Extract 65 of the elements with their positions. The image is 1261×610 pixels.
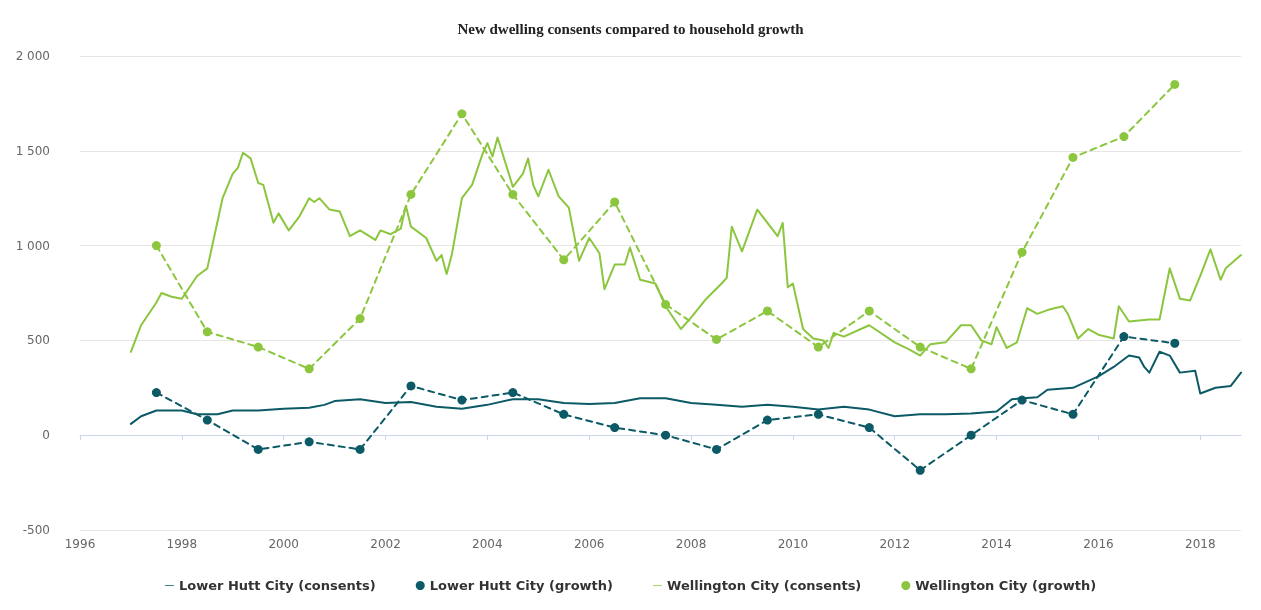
point (915, 465, 925, 475)
point (202, 327, 212, 337)
point (813, 342, 823, 352)
x-tick-label: 2010 (777, 537, 809, 551)
y-tick-label: 1 000 (15, 238, 50, 253)
point (1119, 332, 1129, 342)
point (864, 306, 874, 316)
x-tick-label: 2004 (472, 537, 503, 551)
point (253, 342, 263, 352)
point (151, 388, 161, 398)
point (202, 415, 212, 425)
point (762, 415, 772, 425)
point (457, 109, 467, 119)
x-tick-label: 2014 (981, 537, 1012, 551)
legend-label: Wellington City (growth) (915, 578, 1097, 593)
point (762, 306, 772, 316)
point (559, 255, 569, 265)
x-tick-label: 2008 (675, 537, 707, 551)
point (661, 299, 671, 309)
x-tick-label: 2006 (573, 537, 605, 551)
point (304, 437, 314, 447)
point (610, 197, 620, 207)
y-tick-label: 1 500 (15, 143, 50, 158)
x-tick-label: 2012 (879, 537, 911, 551)
point (966, 430, 976, 440)
y-tick-label: 500 (27, 333, 50, 348)
x-tick-label: 2000 (268, 537, 299, 551)
point (1068, 152, 1078, 162)
y-tick-label: -500 (22, 523, 50, 537)
point (508, 189, 518, 199)
point (1170, 79, 1180, 89)
point (457, 395, 467, 405)
point (661, 430, 671, 440)
point (864, 423, 874, 433)
point (610, 423, 620, 433)
point (966, 364, 976, 374)
x-tick-label: 2018 (1184, 537, 1216, 551)
point (915, 342, 925, 352)
point (151, 241, 161, 251)
point (304, 364, 314, 374)
legend-label: Wellington City (consents) (667, 578, 862, 593)
point (1170, 338, 1180, 348)
point (1017, 247, 1027, 257)
point (1017, 395, 1027, 405)
point (406, 381, 416, 391)
x-tick-label: 1998 (166, 537, 198, 551)
point (712, 444, 722, 454)
x-tick-label: 2002 (370, 537, 401, 551)
point (1119, 132, 1129, 142)
point (355, 444, 365, 454)
y-tick-label: 0 (42, 428, 50, 443)
point (559, 409, 569, 419)
point (355, 314, 365, 324)
legend-label: Lower Hutt City (growth) (429, 578, 614, 593)
point (813, 409, 823, 419)
point (508, 388, 518, 398)
x-tick-label: 1996 (64, 537, 96, 551)
point (1068, 409, 1078, 419)
y-tick-label: 2 000 (15, 49, 50, 63)
chart-title: New dwelling consents compared to household growth (457, 20, 805, 37)
legend-label: Lower Hutt City (consents) (178, 578, 376, 593)
point (712, 334, 722, 344)
point (406, 189, 416, 199)
x-tick-label: 2016 (1083, 537, 1114, 551)
point (253, 444, 263, 454)
